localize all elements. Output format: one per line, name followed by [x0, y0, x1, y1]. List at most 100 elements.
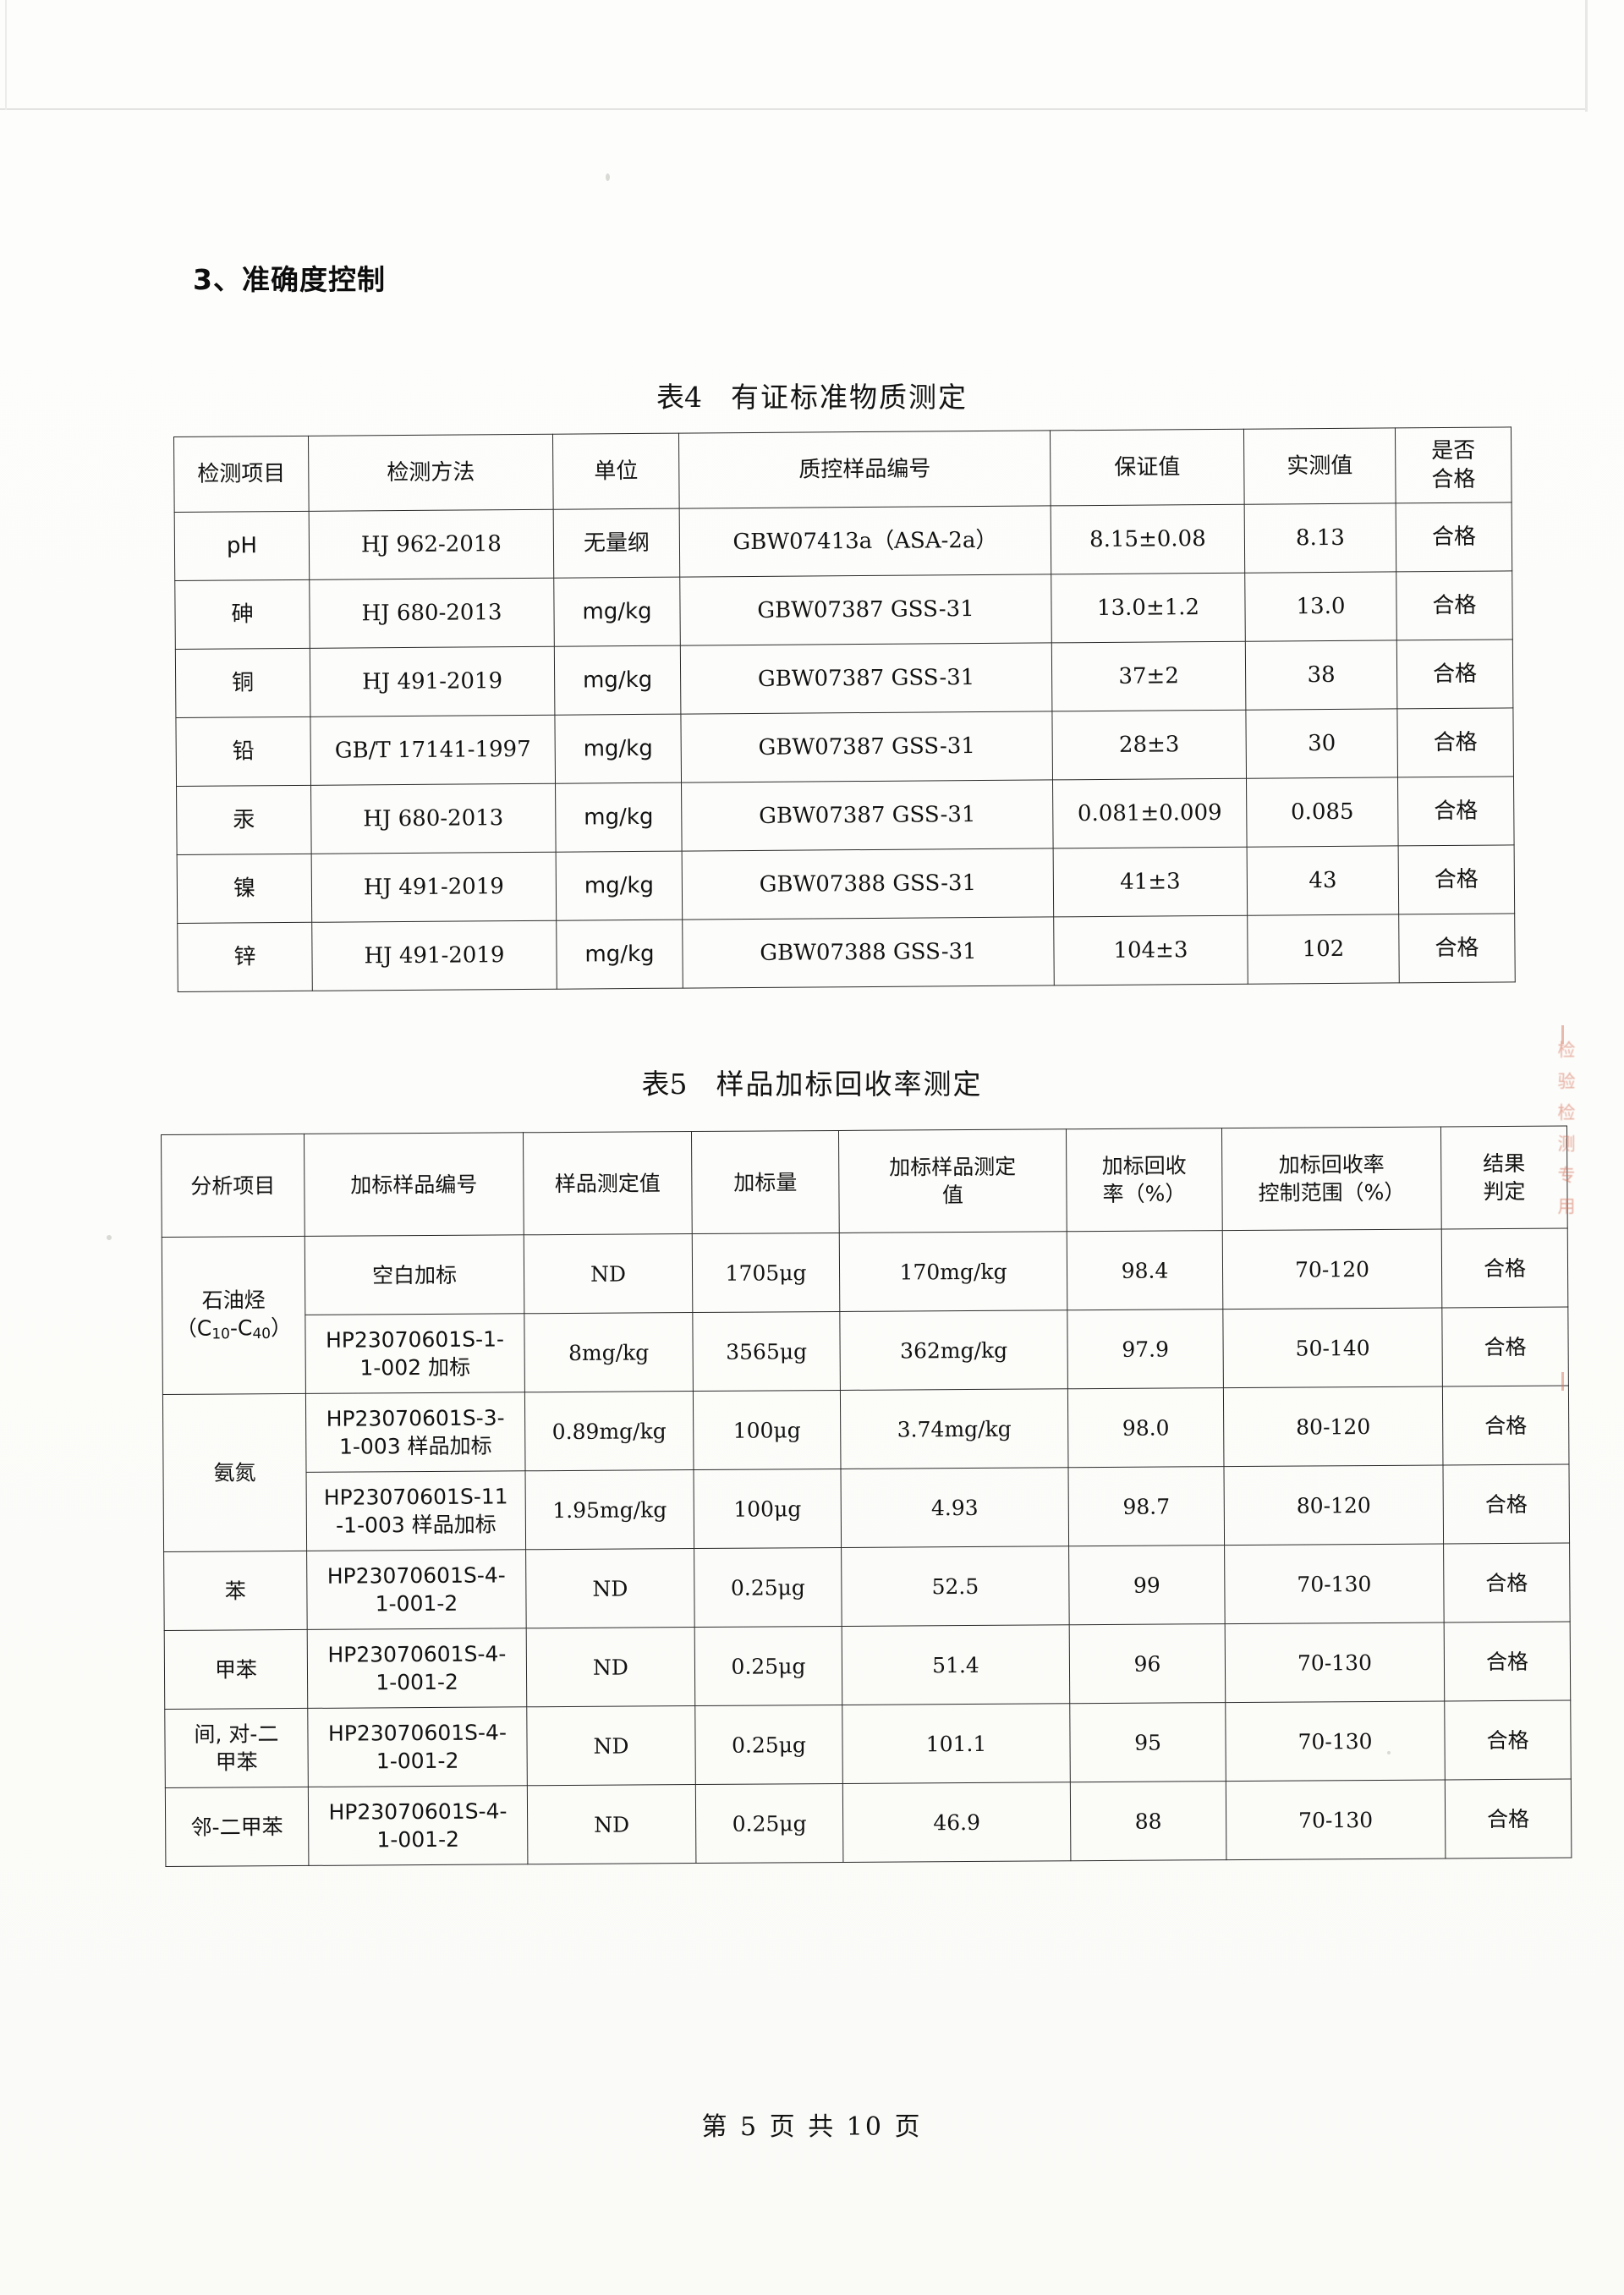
table-row: 邻-二甲苯 HP23070601S-4- 1-001-2 ND 0.25μg 46.9 88… [165, 1779, 1572, 1867]
table5-cell-spiked-measured: 170mg/kg [839, 1231, 1067, 1312]
table5-cell-control-range: 70-130 [1224, 1543, 1445, 1624]
table4-header-sample-no: 质控样品编号 [678, 430, 1051, 509]
table5-cell-recovery: 98.7 [1067, 1466, 1225, 1546]
table4-cell-sample-no: GBW07387 GSS-31 [680, 642, 1052, 715]
table4-header-method: 检测方法 [308, 434, 554, 512]
margin-tick-bottom [1561, 1372, 1564, 1391]
table4-cell-item: pH [174, 511, 310, 581]
table4-header-guaranteed: 保证值 [1050, 429, 1245, 506]
table5-cell-control-range: 70-120 [1222, 1228, 1442, 1309]
table5-cell-result: 合格 [1442, 1464, 1570, 1544]
table-row: 铅 GB/T 17141-1997 mg/kg GBW07387 GSS-31 28±3… [175, 707, 1514, 787]
table5-container: 分析项目 加标样品编号 样品测定值 加标量 加标样品测定 值 加标回收 率（%） [161, 1126, 1572, 1867]
table4-cell-guaranteed-value: 104±3 [1053, 915, 1248, 986]
scan-edge-right [1585, 0, 1588, 112]
table5-header-control-range-line2: 控制范围（%） [1258, 1179, 1406, 1205]
table4-cell-unit: mg/kg [554, 645, 681, 716]
sample-no-line2: 1-001-2 [376, 1669, 458, 1695]
table4-cell-measured-value: 8.13 [1244, 502, 1396, 574]
table5-cell-analysis-item: 氨氮 [162, 1393, 307, 1552]
table5-cell-sample-measured: ND [526, 1705, 696, 1786]
table4-cell-sample-no: GBW07388 GSS-31 [682, 916, 1055, 989]
table4-cell-measured-value: 30 [1245, 708, 1398, 779]
analysis-item-line2: （C10-C40） [175, 1315, 293, 1343]
table4-cell-sample-no: GBW07387 GSS-31 [681, 779, 1054, 852]
margin-stamp-seal: 检验检测专用 [1555, 1040, 1576, 1228]
table4-cell-method: GB/T 17141-1997 [310, 715, 556, 786]
sample-no-line2: 1-001-2 [376, 1826, 460, 1853]
table5-cell-recovery: 96 [1069, 1623, 1226, 1704]
table5-header-result-line1: 结果 [1483, 1150, 1526, 1177]
table4-cell-measured-value: 0.085 [1246, 777, 1399, 848]
table4-cell-qualified: 合格 [1396, 707, 1514, 777]
table-row: 间, 对-二 甲苯 HP23070601S-4- 1-001-2 ND 0.25μg 101… [164, 1700, 1572, 1788]
table5-cell-spiked-sample-no: HP23070601S-4- 1-001-2 [308, 1785, 528, 1866]
table4-header-qualified-line2: 合格 [1431, 466, 1476, 493]
table5-caption: 表5 样品加标回收率测定 [0, 1062, 1624, 1102]
table-row: 镍 HJ 491-2019 mg/kg GBW07388 GSS-31 41±3 43 合格 [177, 844, 1515, 924]
table4-caption-number: 表4 [656, 381, 702, 414]
table5-cell-recovery: 99 [1068, 1545, 1226, 1625]
table4-cell-item: 锌 [177, 922, 313, 992]
table5-header-recovery: 加标回收 率（%） [1066, 1128, 1223, 1232]
sample-no-line2: 1-002 加标 [359, 1354, 471, 1381]
table5-cell-recovery: 98.4 [1067, 1230, 1223, 1310]
sample-no-line1: HP23070601S-4- [327, 1641, 507, 1667]
table5-cell-result: 合格 [1444, 1622, 1571, 1701]
table5-cell-control-range: 80-120 [1223, 1464, 1444, 1546]
table-row: pH HJ 962-2018 无量纲 GBW07413a（ASA-2a） 8.15±0.… [174, 502, 1512, 581]
analysis-item-line1: 氨氮 [213, 1460, 256, 1485]
table4-cell-unit: mg/kg [556, 851, 683, 921]
table5-cell-spiked-measured: 101.1 [842, 1703, 1071, 1784]
table4-cell-sample-no: GBW07387 GSS-31 [680, 711, 1053, 783]
sample-no-line2: 1-001-2 [376, 1748, 459, 1774]
table5-cell-control-range: 80-120 [1223, 1386, 1443, 1467]
table5-cell-spike-amount: 0.25μg [694, 1626, 842, 1706]
table4-cell-guaranteed-value: 41±3 [1053, 847, 1248, 917]
scan-edge-top [0, 108, 1587, 110]
table5-cell-result: 合格 [1443, 1543, 1571, 1622]
table5-cell-result: 合格 [1445, 1779, 1572, 1859]
table4-cell-measured-value: 43 [1247, 845, 1399, 916]
table5-cell-sample-measured: 0.89mg/kg [524, 1391, 694, 1471]
table5-caption-number: 表5 [641, 1068, 688, 1101]
table5-cell-spiked-measured: 51.4 [842, 1624, 1070, 1705]
scan-speck [606, 173, 610, 181]
table5-caption-text: 样品加标回收率测定 [716, 1068, 983, 1101]
certified-reference-material-table: 检测项目 检测方法 单位 质控样品编号 保证值 实测值 是否 合格 pH HJ 9… [173, 426, 1516, 992]
table4-cell-method: HJ 491-2019 [311, 852, 557, 923]
table4-cell-sample-no: GBW07388 GSS-31 [682, 848, 1054, 920]
table5-cell-spike-amount: 0.25μg [694, 1547, 842, 1628]
page-footer: 第 5 页 共 10 页 [701, 2112, 923, 2142]
table5-cell-spiked-measured: 362mg/kg [839, 1309, 1068, 1391]
table5-header-spiked-measured-line1: 加标样品测定 [889, 1154, 1017, 1180]
table4-cell-method: HJ 680-2013 [310, 783, 557, 854]
table-row: HP23070601S-1- 1-002 加标 8mg/kg 3565μg 362mg/… [162, 1307, 1569, 1394]
table5-cell-analysis-item: 间, 对-二 甲苯 [164, 1708, 309, 1788]
table5-cell-spiked-measured: 52.5 [841, 1546, 1070, 1627]
table4-cell-sample-no: GBW07387 GSS-31 [679, 574, 1052, 646]
table5-header-analysis-item: 分析项目 [161, 1134, 305, 1238]
table4-cell-qualified: 合格 [1397, 776, 1515, 846]
table5-cell-spike-amount: 1705μg [692, 1233, 840, 1313]
table5-cell-sample-measured: 8mg/kg [524, 1312, 694, 1392]
table5-header-result-line2: 判定 [1483, 1178, 1526, 1205]
table4-cell-qualified: 合格 [1396, 570, 1513, 640]
table4-cell-method: HJ 680-2013 [309, 578, 555, 649]
table5-cell-spiked-sample-no: HP23070601S-11 -1-003 样品加标 [306, 1470, 526, 1551]
table5-cell-spike-amount: 0.25μg [694, 1705, 843, 1785]
table5-header-control-range-line1: 加标回收率 [1278, 1151, 1385, 1178]
analysis-item-line2: 甲苯 [215, 1749, 258, 1775]
table5-cell-spiked-sample-no: HP23070601S-4- 1-001-2 [307, 1628, 527, 1709]
table5-cell-recovery: 95 [1069, 1702, 1226, 1782]
table-row: 氨氮 HP23070601S-3- 1-003 样品加标 0.89mg/kg 100μg… [162, 1386, 1569, 1552]
table4-cell-guaranteed-value: 8.15±0.08 [1051, 504, 1245, 574]
table4-cell-qualified: 合格 [1396, 639, 1513, 709]
table4-cell-method: HJ 491-2019 [310, 646, 555, 717]
table5-cell-control-range: 50-140 [1222, 1307, 1443, 1388]
table5-cell-control-range: 70-130 [1226, 1779, 1446, 1860]
table4-cell-unit: 无量纲 [553, 508, 680, 579]
analysis-item-line1: 甲苯 [214, 1656, 258, 1683]
table5-cell-spiked-measured: 46.9 [842, 1782, 1071, 1863]
